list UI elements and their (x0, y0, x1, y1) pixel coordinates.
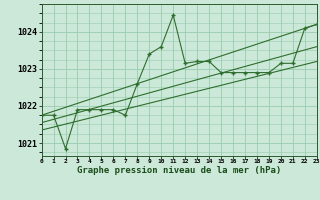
X-axis label: Graphe pression niveau de la mer (hPa): Graphe pression niveau de la mer (hPa) (77, 166, 281, 175)
